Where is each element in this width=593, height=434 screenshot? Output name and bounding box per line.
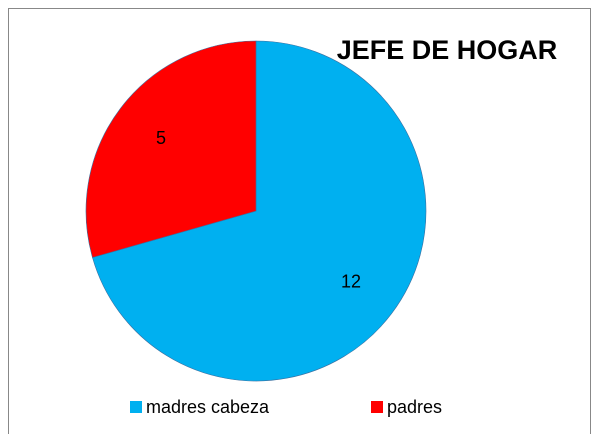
legend-swatch (371, 401, 383, 413)
legend-swatch (130, 401, 142, 413)
data-label: 5 (156, 128, 166, 148)
pie-slice (92, 40, 427, 382)
legend-label: madres cabeza (146, 397, 270, 417)
pie-slice (85, 40, 257, 258)
legend-label: padres (387, 397, 442, 417)
chart-title: JEFE DE HOGAR (337, 35, 558, 65)
data-label: 12 (341, 271, 361, 291)
